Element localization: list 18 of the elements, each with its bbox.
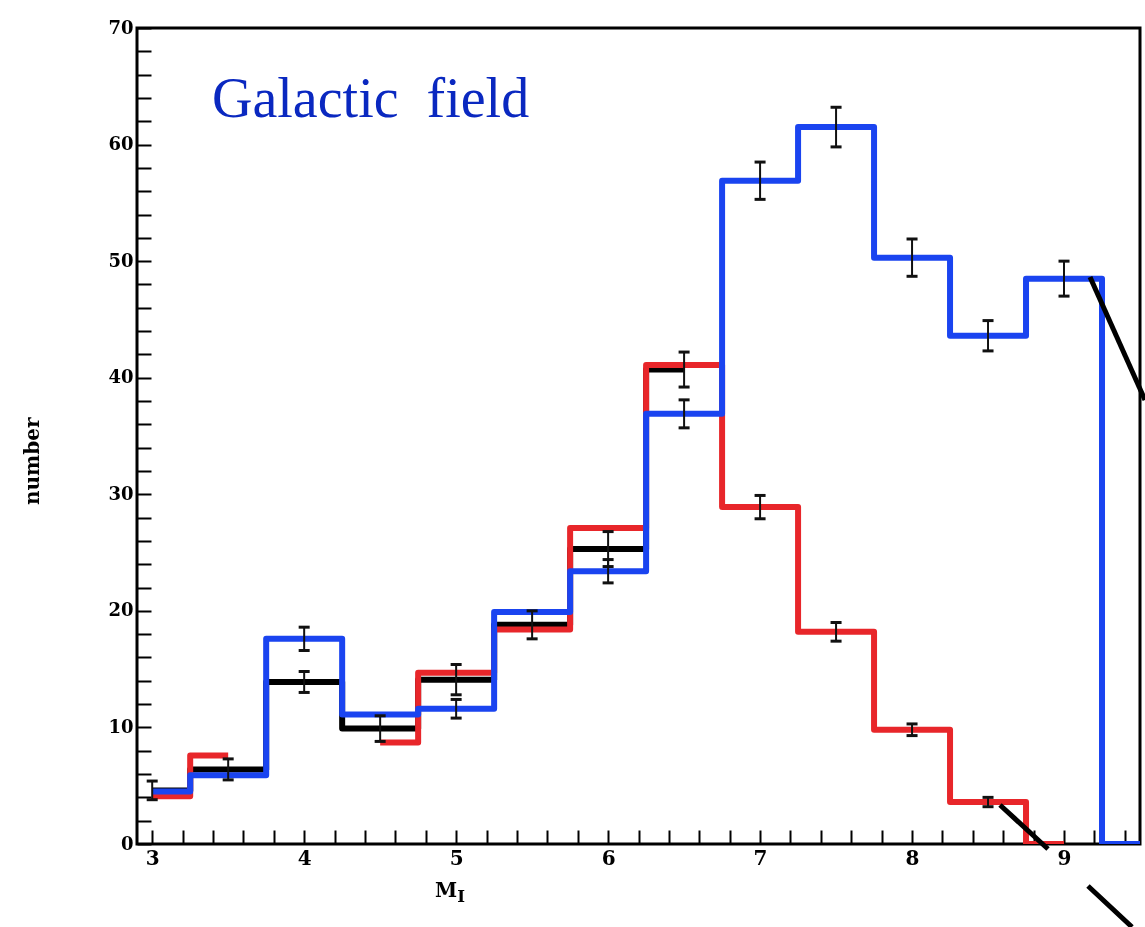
y-tick-label: 40 — [108, 366, 134, 388]
y-tick-label: 70 — [108, 16, 134, 38]
y-tick-label: 10 — [108, 715, 134, 737]
x-tick-label: 5 — [449, 845, 464, 870]
x-tick-label: 7 — [753, 845, 768, 870]
x-tick-label: 3 — [145, 845, 160, 870]
y-tick-label: 60 — [108, 133, 134, 155]
x-tick-label: 4 — [297, 845, 312, 870]
y-axis-title: number — [20, 417, 44, 505]
x-tick-label: 8 — [905, 845, 920, 870]
x-axis-title: M$_{I}$ — [435, 878, 465, 906]
y-tick-label: 0 — [120, 832, 134, 854]
x-tick-label: 9 — [1057, 845, 1072, 870]
y-tick-label: 30 — [108, 482, 134, 504]
y-tick-label: 50 — [108, 249, 134, 271]
annotation: Galactic field — [212, 67, 530, 129]
y-tick-label: 20 — [108, 599, 134, 621]
x-tick-label: 6 — [601, 845, 616, 870]
